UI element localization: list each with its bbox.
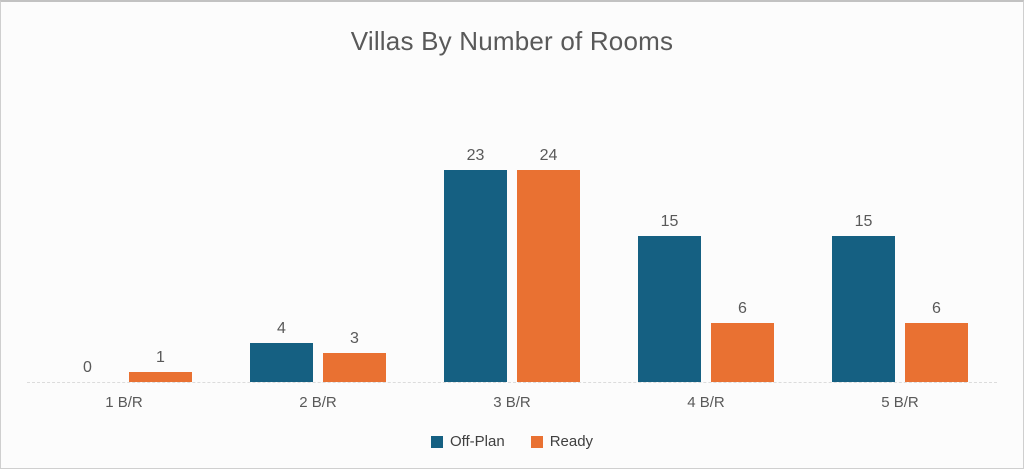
bar-value-label: 15	[660, 213, 679, 230]
bar	[517, 170, 580, 382]
chart-title: Villas By Number of Rooms	[350, 26, 674, 56]
bar-value-label: 6	[738, 300, 747, 317]
x-axis-label: 4 B/R	[687, 394, 725, 411]
category-group: 15 6	[609, 148, 803, 382]
bar	[905, 323, 968, 382]
bar	[129, 372, 192, 382]
bar	[250, 343, 313, 382]
bar-value-label: 15	[854, 213, 873, 230]
plot-wrapper: 0 1 4 3 23 24 15 6 15 6	[1, 57, 1023, 383]
bar-value-label: 23	[466, 147, 485, 164]
legend-item-ready: Ready	[530, 433, 594, 450]
bar-column: 6	[905, 148, 968, 382]
legend-label-off-plan: Off-Plan	[449, 433, 505, 450]
bar	[444, 170, 507, 382]
x-axis-label: 3 B/R	[493, 394, 531, 411]
bar	[323, 353, 386, 382]
x-axis-label: 5 B/R	[881, 394, 919, 411]
category-group: 23 24	[415, 148, 609, 382]
legend-item-off-plan: Off-Plan	[430, 433, 505, 450]
x-axis: 1 B/R 2 B/R 3 B/R 4 B/R 5 B/R	[1, 394, 1023, 411]
bar-value-label: 24	[539, 147, 558, 164]
legend-label-ready: Ready	[549, 433, 594, 450]
bar-value-label: 4	[277, 320, 286, 337]
bar-column: 3	[323, 148, 386, 382]
bar-column: 1	[129, 148, 192, 382]
bar-column: 0	[56, 148, 119, 382]
x-axis-label: 1 B/R	[105, 394, 143, 411]
bar-column: 15	[832, 148, 895, 382]
off-plan-swatch-icon	[430, 435, 443, 448]
x-axis-label: 2 B/R	[299, 394, 337, 411]
category-group: 15 6	[803, 148, 997, 382]
bar-column: 15	[638, 148, 701, 382]
bar	[638, 236, 701, 382]
bar-column: 4	[250, 148, 313, 382]
bar-value-label: 1	[156, 349, 165, 366]
bar-value-label: 0	[83, 359, 92, 376]
bar	[832, 236, 895, 382]
bar-column: 23	[444, 148, 507, 382]
legend: Off-Plan Ready	[1, 433, 1023, 450]
ready-swatch-icon	[530, 435, 543, 448]
bar	[711, 323, 774, 382]
bar-value-label: 3	[350, 330, 359, 347]
bar-column: 6	[711, 148, 774, 382]
bar-column: 24	[517, 148, 580, 382]
bar-value-label: 6	[932, 300, 941, 317]
plot-area: 0 1 4 3 23 24 15 6 15 6	[27, 148, 997, 383]
